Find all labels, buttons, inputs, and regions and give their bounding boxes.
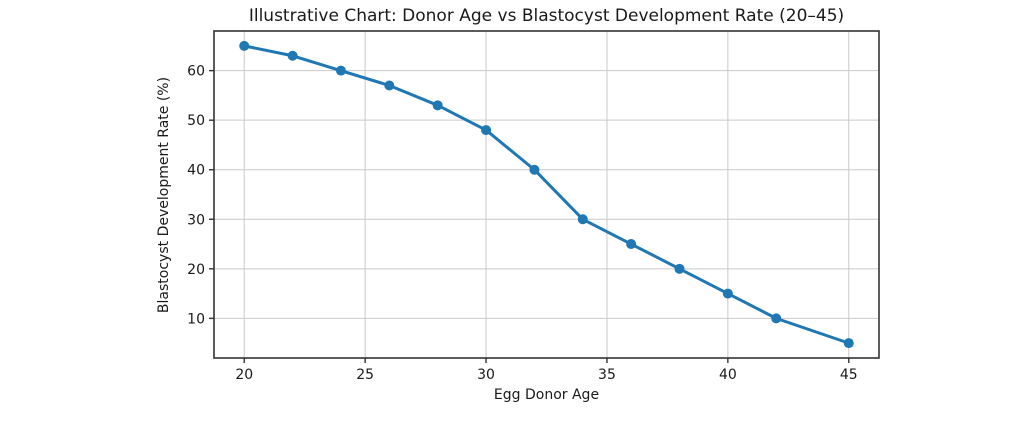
y-tick-label: 20 — [187, 262, 205, 278]
data-point — [771, 313, 782, 324]
x-tick-label: 25 — [356, 367, 374, 383]
data-point — [626, 239, 637, 250]
x-tick-label: 40 — [719, 367, 737, 383]
x-tick-label: 45 — [840, 367, 858, 383]
x-axis-label: Egg Donor Age — [493, 387, 600, 403]
x-tick-label: 20 — [235, 367, 253, 383]
data-point — [239, 40, 250, 51]
data-line — [242, 44, 851, 345]
data-point — [529, 164, 540, 175]
data-point — [577, 214, 588, 225]
data-point — [674, 263, 685, 274]
y-tick-label: 10 — [187, 311, 205, 327]
x-tick-label: 30 — [477, 367, 495, 383]
data-point — [287, 50, 298, 61]
data-point — [432, 100, 443, 111]
plot-border — [213, 30, 880, 359]
data-point — [481, 125, 492, 136]
y-tick-label: 30 — [187, 212, 205, 228]
data-point — [722, 288, 733, 299]
y-tick-label: 50 — [187, 113, 205, 129]
data-point — [843, 338, 854, 349]
y-tick-label: 40 — [187, 163, 205, 179]
chart-title: Illustrative Chart: Donor Age vs Blastoc… — [248, 6, 845, 26]
data-point — [335, 65, 346, 76]
data-point — [384, 80, 395, 91]
x-tick-label: 35 — [598, 367, 616, 383]
y-tick-label: 60 — [187, 64, 205, 80]
